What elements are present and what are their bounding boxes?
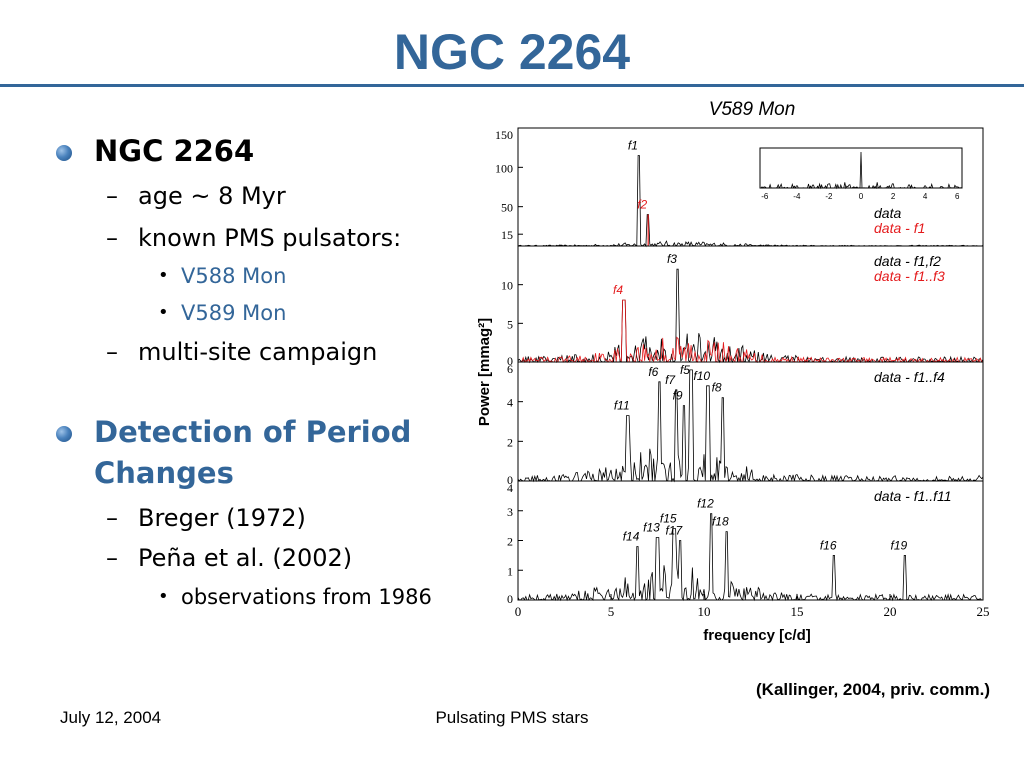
y-tick-label: 0 — [507, 354, 513, 368]
peak-label: f7 — [665, 373, 676, 387]
bullet-item: Breger (1972) — [138, 504, 306, 532]
peak-label: f16 — [820, 538, 837, 552]
peak-label: f15 — [660, 512, 677, 526]
y-tick-label: 2 — [507, 435, 513, 449]
inset-tick-label: 2 — [891, 192, 896, 201]
x-tick-label: 20 — [884, 604, 897, 619]
bullet-sphere-icon — [56, 426, 72, 442]
bullet-heading: Changes — [94, 456, 234, 490]
peak-label: f6 — [648, 365, 658, 379]
inset-tick-label: 6 — [955, 192, 960, 201]
y-tick-label: 0 — [507, 592, 513, 606]
dot-icon: • — [158, 302, 169, 323]
footer-title: Pulsating PMS stars — [435, 708, 589, 727]
y-axis-label: Power [mmag²] — [476, 318, 493, 426]
peak-label: f5 — [680, 363, 690, 377]
y-tick-label: 1 — [507, 564, 513, 578]
y-tick-label: 10 — [501, 279, 513, 293]
inset-tick-label: 0 — [859, 192, 864, 201]
y-tick-label: 100 — [495, 161, 513, 175]
bullet-subitem: observations from 1986 — [181, 585, 432, 609]
figure-title: V589 Mon — [709, 99, 796, 120]
slide-title: NGC 2264 — [393, 24, 631, 80]
peak-label: f2 — [637, 198, 647, 212]
y-tick-label: 50 — [501, 201, 513, 215]
y-tick-label: 15 — [501, 228, 513, 242]
peak-label: f9 — [673, 389, 683, 403]
dot-icon: • — [158, 586, 169, 607]
inset-tick-label: -2 — [825, 192, 833, 201]
y-tick-label: 2 — [507, 535, 513, 549]
pulsator-link[interactable]: V589 Mon — [181, 301, 287, 325]
spectrum-line — [517, 513, 983, 602]
inset-spectrum-line — [760, 151, 963, 190]
dash-icon: – — [106, 504, 118, 532]
peak-label: f19 — [891, 538, 908, 552]
residual-spectrum-line — [517, 299, 984, 364]
bullet-item: age ~ 8 Myr — [138, 182, 286, 210]
inset-tick-label: 4 — [923, 192, 928, 201]
legend-entry: data — [874, 205, 901, 221]
peak-label: f18 — [712, 515, 729, 529]
bullet-item: Peña et al. (2002) — [138, 544, 353, 572]
y-tick-label: 6 — [507, 362, 513, 376]
legend-entry: data - f1 — [874, 220, 925, 236]
peak-label: f11 — [614, 399, 630, 413]
dash-icon: – — [106, 182, 118, 210]
bullet-item: multi-site campaign — [138, 338, 378, 366]
peak-label: f14 — [623, 529, 640, 543]
x-axis-label: frequency [c/d] — [703, 627, 811, 644]
y-tick-label: 150 — [495, 128, 513, 142]
bullet-sphere-icon — [56, 145, 72, 161]
bullet-item: known PMS pulsators: — [138, 224, 402, 252]
x-tick-label: 25 — [977, 604, 990, 619]
x-tick-label: 5 — [608, 604, 615, 619]
peak-label: f10 — [693, 369, 710, 383]
bullet-heading: Detection of Period — [94, 415, 412, 449]
y-tick-label: 0 — [507, 473, 513, 487]
dash-icon: – — [106, 544, 118, 572]
bullet-heading: NGC 2264 — [94, 134, 255, 168]
peak-label: f3 — [667, 252, 677, 266]
figure-credit: (Kallinger, 2004, priv. comm.) — [756, 680, 990, 699]
y-tick-label: 4 — [507, 481, 513, 495]
periodogram-figure: V589 Mon Power [mmag²] frequency [c/d] 1… — [476, 99, 990, 644]
x-tick-label: 10 — [698, 604, 711, 619]
peak-label: f1 — [628, 139, 638, 153]
legend-entry: data - f1..f4 — [874, 369, 945, 385]
peak-label: f17 — [665, 524, 683, 538]
dot-icon: • — [158, 265, 169, 286]
peak-label: f8 — [712, 381, 722, 395]
peak-label: f12 — [697, 497, 714, 511]
legend-entry: data - f1..f3 — [874, 268, 945, 284]
spectrum-line — [517, 369, 984, 483]
peak-label: f13 — [643, 521, 660, 535]
title-divider — [0, 84, 1024, 87]
footer-date: July 12, 2004 — [60, 708, 162, 727]
inset-tick-label: -6 — [761, 192, 769, 201]
inset-tick-label: -4 — [793, 192, 801, 201]
legend-entry: data - f1,f2 — [874, 253, 941, 269]
x-tick-label: 15 — [791, 604, 804, 619]
dash-icon: – — [106, 338, 118, 366]
y-tick-label: 3 — [507, 505, 513, 519]
dash-icon: – — [106, 224, 118, 252]
peak-label: f4 — [613, 283, 623, 297]
pulsator-link[interactable]: V588 Mon — [181, 264, 287, 288]
legend-entry: data - f1..f11 — [874, 488, 952, 504]
y-tick-label: 5 — [507, 317, 513, 331]
y-tick-label: 4 — [507, 396, 513, 410]
x-tick-label: 0 — [515, 604, 522, 619]
